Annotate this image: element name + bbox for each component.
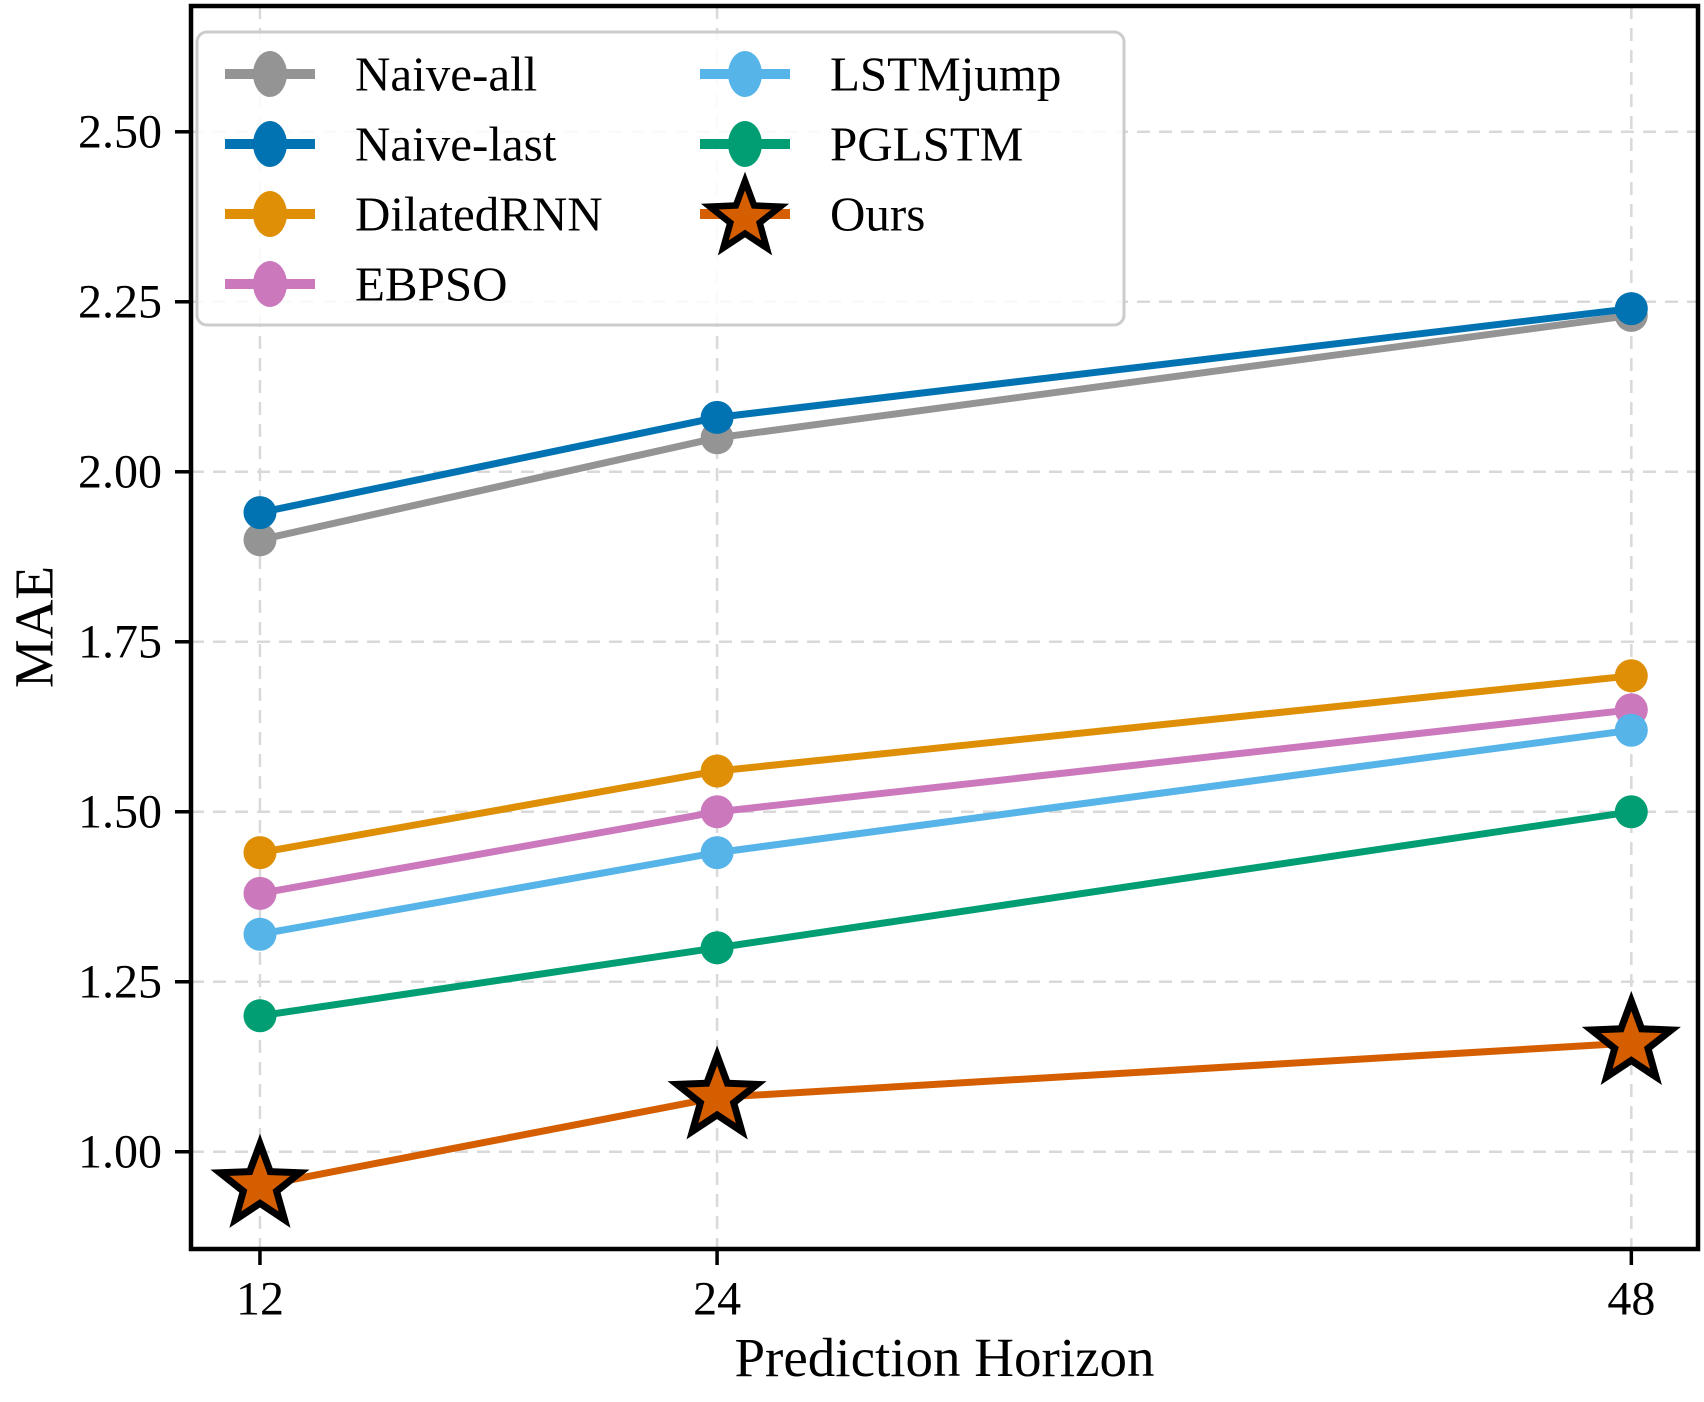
marker-star bbox=[1581, 990, 1681, 1086]
legend-item-pglstm: PGLSTM bbox=[700, 117, 1023, 172]
series-ours bbox=[210, 990, 1681, 1228]
legend-item-naive-last: Naive-last bbox=[225, 117, 557, 172]
y-tick-label: 2.25 bbox=[78, 275, 162, 328]
x-tick-label: 24 bbox=[693, 1273, 741, 1326]
legend-item-ours: Ours bbox=[700, 171, 925, 256]
legend: Naive-all Naive-last DilatedRNN EBPSO LSTMju… bbox=[195, 30, 1126, 327]
series-dilatedrnn bbox=[243, 659, 1648, 870]
y-tick-label: 1.50 bbox=[78, 785, 162, 838]
marker-circle bbox=[243, 917, 277, 951]
series-lstmjump bbox=[243, 713, 1648, 951]
marker-circle bbox=[700, 754, 734, 788]
legend-label: DilatedRNN bbox=[355, 187, 603, 242]
marker-star bbox=[667, 1045, 767, 1140]
legend-item-naive-all: Naive-all bbox=[225, 47, 537, 102]
legend-item-dilatedrnn: DilatedRNN bbox=[225, 187, 603, 242]
axes-layer: 1.00 1.25 1.50 1.75 2.00 2.25 2.50 12 24 48 bbox=[78, 3, 1701, 1326]
legend-label: LSTMjump bbox=[830, 47, 1061, 102]
legend-label: PGLSTM bbox=[830, 117, 1023, 172]
x-tick-label: 48 bbox=[1607, 1273, 1655, 1326]
legend-marker-circle bbox=[253, 51, 287, 97]
legend-label: Naive-last bbox=[355, 117, 557, 172]
series-naive-last bbox=[243, 292, 1648, 530]
marker-circle bbox=[700, 836, 734, 870]
marker-circle bbox=[700, 931, 734, 965]
legend-marker-circle bbox=[728, 51, 762, 97]
y-tick-label: 1.75 bbox=[78, 615, 162, 668]
legend-item-ebpso: EBPSO bbox=[225, 257, 508, 312]
y-tick-label: 2.50 bbox=[78, 105, 162, 158]
marker-circle bbox=[1614, 292, 1648, 326]
marker-circle bbox=[1614, 795, 1648, 829]
marker-circle bbox=[700, 400, 734, 434]
x-tick-label: 12 bbox=[236, 1273, 284, 1326]
marker-circle bbox=[243, 836, 277, 870]
marker-star bbox=[210, 1133, 310, 1228]
marker-circle bbox=[1614, 713, 1648, 747]
marker-circle bbox=[243, 496, 277, 530]
series-layer bbox=[210, 292, 1681, 1228]
legend-marker-circle bbox=[253, 121, 287, 167]
legend-marker-circle bbox=[253, 191, 287, 237]
legend-marker-circle bbox=[253, 261, 287, 307]
legend-item-lstmjump: LSTMjump bbox=[700, 47, 1061, 102]
series-pglstm bbox=[243, 795, 1648, 1033]
legend-box bbox=[195, 30, 1126, 327]
y-tick-label: 2.00 bbox=[78, 445, 162, 498]
legend-label: Naive-all bbox=[355, 47, 537, 102]
y-axis-label: MAE bbox=[3, 565, 65, 689]
legend-marker-circle bbox=[728, 121, 762, 167]
y-tick-label: 1.00 bbox=[78, 1125, 162, 1178]
legend-marker-star bbox=[700, 171, 790, 256]
marker-circle bbox=[243, 523, 277, 557]
y-tick-label: 1.25 bbox=[78, 955, 162, 1008]
marker-circle bbox=[243, 876, 277, 910]
legend-label: Ours bbox=[830, 187, 925, 242]
marker-circle bbox=[700, 795, 734, 829]
marker-circle bbox=[1614, 659, 1648, 693]
marker-circle bbox=[243, 999, 277, 1033]
plot-border bbox=[188, 3, 1701, 1252]
x-axis-label: Prediction Horizon bbox=[734, 1327, 1155, 1388]
legend-label: EBPSO bbox=[355, 257, 508, 312]
